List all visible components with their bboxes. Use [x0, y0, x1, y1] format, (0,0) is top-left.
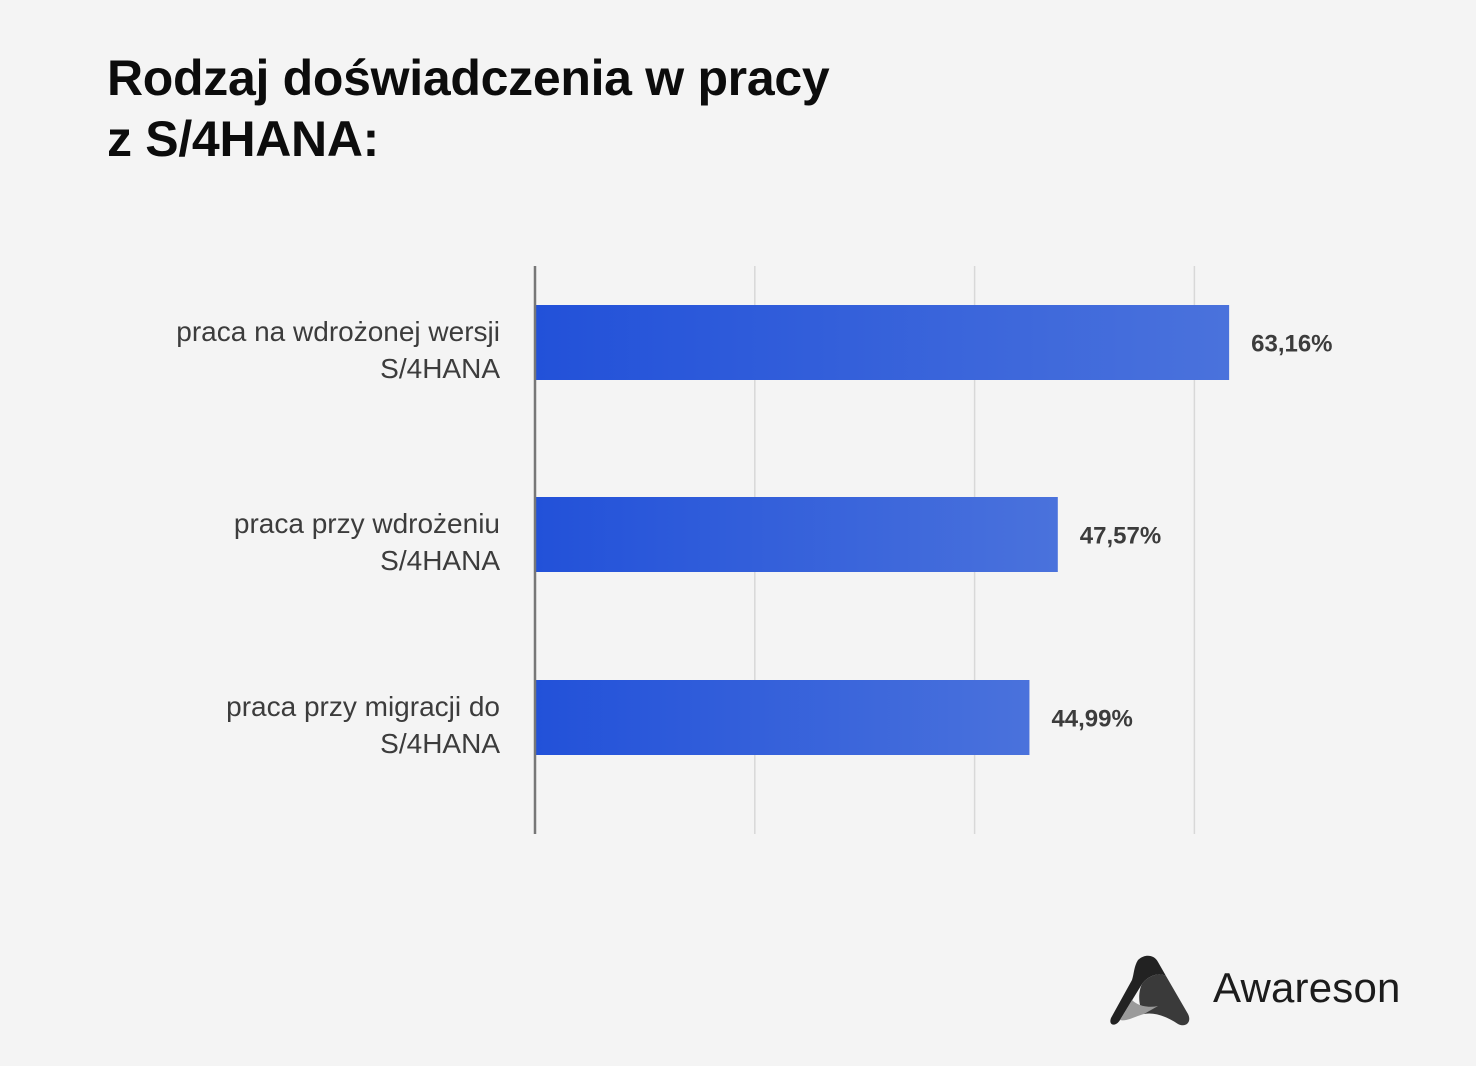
category-label: praca przy migracji do	[226, 691, 500, 722]
bar	[535, 680, 1030, 755]
awareson-logo-icon	[1110, 955, 1190, 1026]
category-label: S/4HANA	[380, 728, 500, 759]
bars	[533, 266, 1230, 834]
value-label: 63,16%	[1251, 331, 1332, 358]
bar	[535, 305, 1230, 380]
value-label: 47,57%	[1080, 523, 1161, 550]
bar	[535, 497, 1058, 572]
category-label: praca na wdrożonej wersji	[176, 316, 500, 347]
chart-title-line-1: Rodzaj doświadczenia w pracy	[107, 50, 830, 106]
labels: 63,16% praca na wdrożonej wersji S/4HANA 47…	[176, 316, 1332, 759]
awareson-logo: Awareson	[1108, 954, 1438, 1030]
chart-title: Rodzaj doświadczenia w pracy z S/4HANA:	[107, 48, 830, 170]
category-label: S/4HANA	[380, 545, 500, 576]
value-label: 44,99%	[1051, 706, 1132, 733]
category-label: praca przy wdrożeniu	[234, 508, 500, 539]
logo-text: Awareson	[1213, 964, 1401, 1011]
category-label: S/4HANA	[380, 353, 500, 384]
chart-title-line-2: z S/4HANA:	[107, 111, 380, 167]
